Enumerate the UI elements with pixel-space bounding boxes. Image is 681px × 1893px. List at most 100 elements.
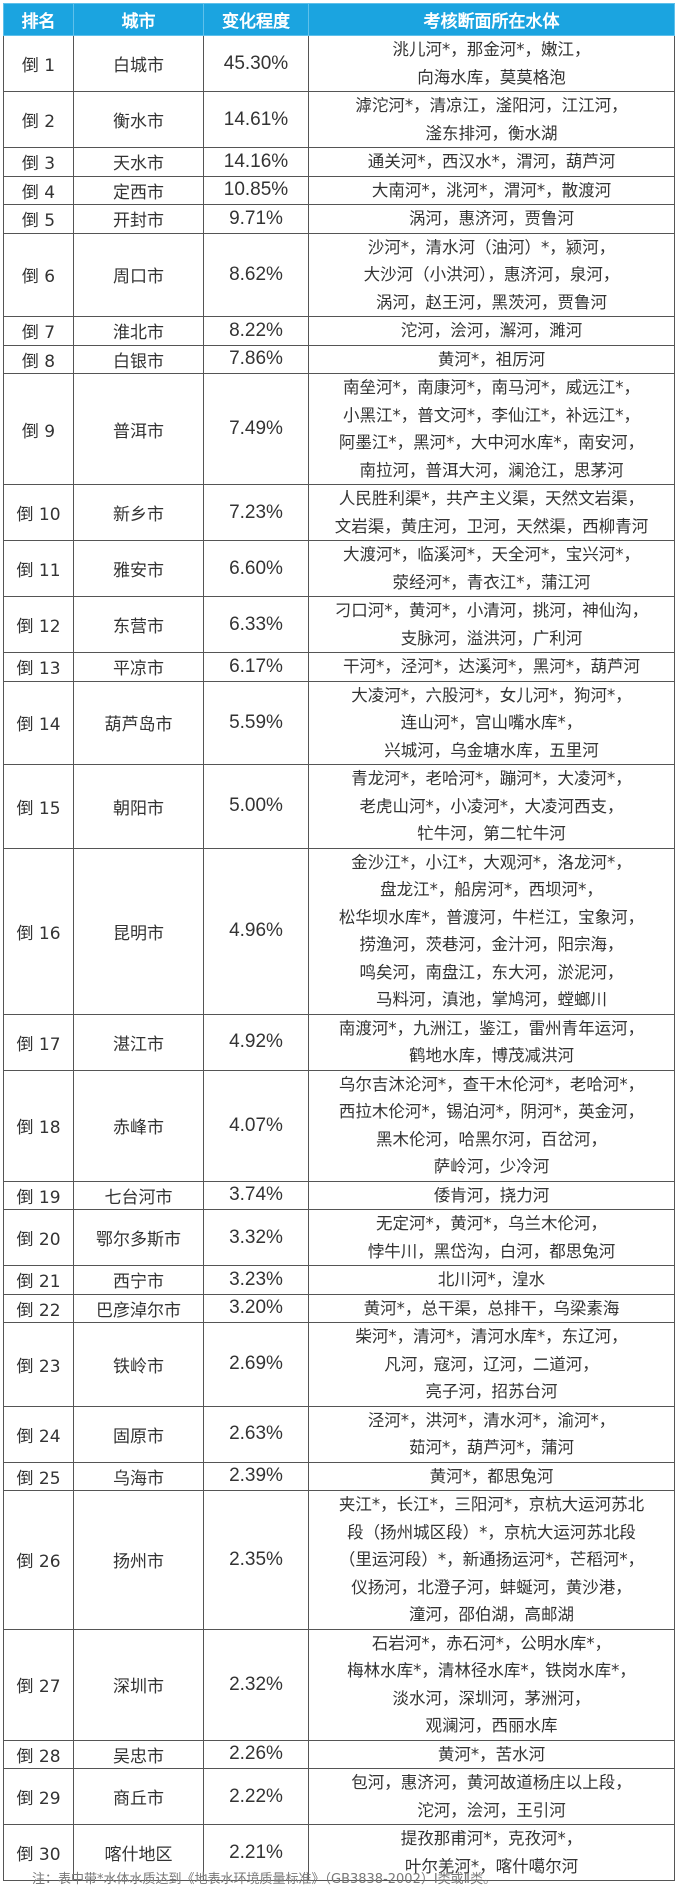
table-row: 倒 29 商丘市 2.22% 包河，惠济河，黄河故道杨庄以上段， 沱河，浍河，王引河 [3,1768,675,1825]
rank-cell: 倒 15 [3,764,74,849]
water-body-line: 南垒河*，南康河*，南马河*，威远江*， [343,378,640,397]
city-cell: 乌海市 [73,1461,204,1491]
change-cell: 2.22% [203,1768,309,1825]
water-body-line: 提孜那甫河*，克孜河*， [400,1829,583,1848]
rank-cell: 倒 2 [3,91,74,148]
city-cell: 铁岭市 [73,1322,204,1407]
water-body-cell: 干河*，泾河*，达溪河*，黑河*，葫芦河 [308,652,675,682]
change-cell: 6.60% [203,540,309,597]
water-body-cell: 乌尔吉沐沦河*，查干木伦河*，老哈河*， 西拉木伦河*，锡泊河*，阴河*，英金河，… [308,1069,675,1182]
water-body-line: 大南河*，洮河*，渭河*，散渡河 [371,180,612,200]
water-body-cell: 南渡河*，九洲江，鉴江，雷州青年运河， 鹤地水库，博茂减洪河 [308,1013,675,1071]
water-body-line: 盘龙江*，船房河*，西坝河*， [380,880,603,899]
water-body-cell: 沱河，浍河，澥河，濉河 [308,316,675,346]
city-cell: 普洱市 [73,373,204,485]
table-body: 倒 1 白城市 45.30% 洮儿河*，那金河*，嫩江， 向海水库，莫莫格泡倒 2 衡水市… [3,35,675,1881]
change-cell: 5.59% [203,680,309,765]
water-body-line: 向海水库，莫莫格泡 [417,67,566,87]
table-row: 倒 20 鄂尔多斯市 3.32% 无定河*，黄河*，乌兰木伦河， 悖牛川，黑岱沟，白河，… [3,1209,675,1266]
water-body-line: 沱河，浍河，王引河 [417,1800,566,1820]
water-body-cell: 提孜那甫河*，克孜河*， 叶尔羌河*，喀什噶尔河 [308,1824,675,1881]
water-body-cell: 包河，惠济河，黄河故道杨庄以上段， 沱河，浍河，王引河 [308,1768,675,1825]
water-body-cell: 金沙江*，小江*，大观河*，洛龙河*， 盘龙江*，船房河*，西坝河*， 松华坝水库*… [308,847,675,1015]
city-cell: 天水市 [73,147,204,177]
city-cell: 衡水市 [73,91,204,148]
city-cell: 固原市 [73,1405,204,1463]
table-row: 倒 13 平凉市 6.17% 干河*，泾河*，达溪河*，黑河*，葫芦河 [3,652,675,682]
city-cell: 开封市 [73,204,204,234]
water-body-line: 南拉河，普洱大河，澜沧江，思茅河 [359,460,624,480]
water-body-cell: 黄河*，总干渠，总排干，乌梁素海 [308,1293,675,1323]
city-cell: 朝阳市 [73,764,204,849]
change-cell: 45.30% [203,35,309,92]
water-body-line: 乌尔吉沐沦河*，查干木伦河*，老哈河*， [338,1074,645,1094]
table-row: 倒 7 淮北市 8.22% 沱河，浍河，澥河，濉河 [3,316,675,346]
table-row: 倒 10 新乡市 7.23% 人民胜利渠*，共产主义渠，天然文岩渠， 文岩渠，黄庄河，卫… [3,484,675,541]
water-body-cell: 夹江*，长江*，三阳河*，京杭大运河苏北 段（扬州城区段）*，京杭大运河苏北段 （里… [308,1490,675,1630]
table-row: 倒 1 白城市 45.30% 洮儿河*，那金河*，嫩江， 向海水库，莫莫格泡 [3,35,675,92]
water-body-line: 金沙江*，小江*，大观河*，洛龙河*， [351,852,632,872]
water-body-cell: 柴河*，清河*，清河水库*，东辽河， 凡河，寇河，辽河，二道河， 亮子河，招苏台河 [308,1322,675,1407]
city-cell: 葫芦岛市 [73,680,204,765]
water-body-line: 北川河*，湟水 [437,1270,546,1289]
water-body-line: 亮子河，招苏台河 [425,1382,558,1401]
water-body-line: 涡河，赵王河，黑茨河，贾鲁河 [376,292,607,312]
table-row: 倒 19 七台河市 3.74% 倭肯河，挠力河 [3,1180,675,1210]
city-cell: 赤峰市 [73,1069,204,1182]
change-cell: 7.49% [203,373,309,485]
city-cell: 雅安市 [73,540,204,597]
city-cell: 商丘市 [73,1768,204,1825]
rank-cell: 倒 24 [3,1405,74,1463]
water-body-line: 西拉木伦河*，锡泊河*，阴河*，英金河， [338,1102,645,1121]
rank-cell: 倒 21 [3,1265,74,1295]
rank-cell: 倒 4 [3,175,74,205]
water-body-line: 干河*，泾河*，达溪河*，黑河*，葫芦河 [343,657,640,676]
water-body-cell: 石岩河*，赤石河*，公明水库*， 梅林水库*，清林径水库*，铁岗水库*， 淡水河，深… [308,1628,675,1741]
rank-cell: 倒 23 [3,1322,74,1407]
table-row: 倒 3 天水市 14.16% 通关河*，西汉水*，渭河，葫芦河 [3,147,675,177]
water-body-cell: 黄河*，苦水河 [308,1739,675,1769]
water-body-line: 包河，惠济河，黄河故道杨庄以上段， [351,1773,632,1792]
water-body-line: 仪扬河，北澄子河，蚌蜒河，黄沙港， [351,1577,632,1597]
change-cell: 10.85% [203,175,309,205]
rank-cell: 倒 7 [3,316,74,346]
change-cell: 7.23% [203,484,309,541]
table-row: 倒 27 深圳市 2.32% 石岩河*，赤石河*，公明水库*， 梅林水库*，清林径水库*… [3,1628,675,1741]
city-cell: 湛江市 [73,1013,204,1071]
rank-cell: 倒 8 [3,344,74,374]
change-cell: 8.62% [203,232,309,317]
table-row: 倒 6 周口市 8.62% 沙河*，清水河（油河）*，颍河， 大沙河（小洪河），惠济河，… [3,232,675,317]
rank-cell: 倒 18 [3,1069,74,1182]
change-cell: 2.35% [203,1490,309,1630]
water-body-line: 大渡河*，临溪河*，天全河*，宝兴河*， [343,545,640,564]
water-body-line: 通关河*，西汉水*，渭河，葫芦河 [367,152,616,171]
city-cell: 定西市 [73,175,204,205]
table-row: 倒 15 朝阳市 5.00% 青龙河*，老哈河*，蹦河*，大凌河*， 老虎山河*，小凌河… [3,764,675,849]
table-header-row: 排名 城市 变化程度 考核断面所在水体 [3,3,675,36]
rank-cell: 倒 22 [3,1293,74,1323]
city-cell: 昆明市 [73,847,204,1015]
change-cell: 4.92% [203,1013,309,1071]
table-row: 倒 30 喀什地区 2.21% 提孜那甫河*，克孜河*， 叶尔羌河*，喀什噶尔河 [3,1824,675,1881]
water-body-cell: 涡河，惠济河，贾鲁河 [308,204,675,234]
table-row: 倒 12 东营市 6.33% 刁口河*，黄河*，小清河，挑河，神仙沟， 支脉河，溢洪河，… [3,596,675,653]
water-body-line: 沙河*，清水河（油河）*，颍河， [367,237,616,257]
water-body-line: 兴城河，乌金塘水库，五里河 [384,740,599,760]
water-body-line: 凡河，寇河，辽河，二道河， [384,1354,599,1374]
change-cell: 8.22% [203,316,309,346]
change-cell: 2.26% [203,1739,309,1769]
water-body-line: 倭肯河，挠力河 [433,1185,550,1205]
water-body-line: 刁口河*，黄河*，小清河，挑河，神仙沟， [334,601,649,620]
rank-cell: 倒 5 [3,204,74,234]
water-body-cell: 刁口河*，黄河*，小清河，挑河，神仙沟， 支脉河，溢洪河，广利河 [308,596,675,653]
table-row: 倒 8 白银市 7.86% 黄河*，祖厉河 [3,344,675,374]
table-row: 倒 16 昆明市 4.96% 金沙江*，小江*，大观河*，洛龙河*， 盘龙江*，船房河*… [3,847,675,1015]
rank-cell: 倒 30 [3,1824,74,1881]
water-body-line: 观澜河，西丽水库 [425,1716,558,1735]
rank-cell: 倒 11 [3,540,74,597]
water-body-cell: 滹沱河*，清凉江，滏阳河，江江河， 滏东排河，衡水湖 [308,91,675,148]
water-body-line: 连山河*，宫山嘴水库*， [400,713,583,732]
water-body-line: 黄河*，苦水河 [437,1744,546,1764]
city-cell: 扬州市 [73,1490,204,1630]
header-water-body: 考核断面所在水体 [308,3,675,36]
